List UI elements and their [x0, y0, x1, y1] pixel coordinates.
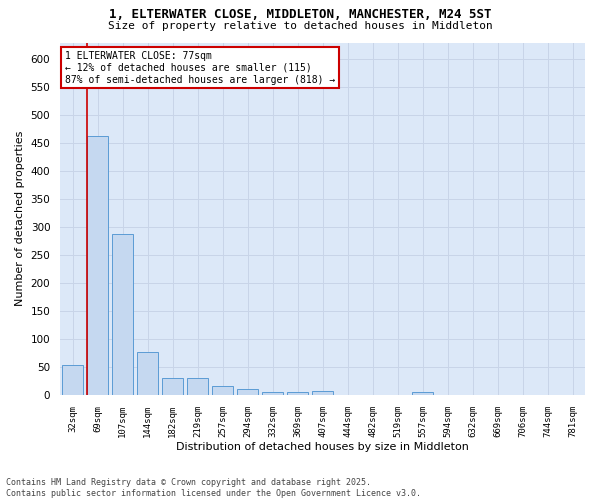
Bar — [262, 392, 283, 395]
Bar — [162, 378, 183, 395]
Text: Contains HM Land Registry data © Crown copyright and database right 2025.
Contai: Contains HM Land Registry data © Crown c… — [6, 478, 421, 498]
Bar — [312, 391, 333, 395]
Bar — [237, 390, 258, 395]
Bar — [137, 352, 158, 395]
Bar — [187, 378, 208, 395]
Bar — [412, 392, 433, 395]
Y-axis label: Number of detached properties: Number of detached properties — [15, 131, 25, 306]
Bar — [62, 366, 83, 395]
Text: 1 ELTERWATER CLOSE: 77sqm
← 12% of detached houses are smaller (115)
87% of semi: 1 ELTERWATER CLOSE: 77sqm ← 12% of detac… — [65, 52, 335, 84]
Bar — [287, 392, 308, 395]
X-axis label: Distribution of detached houses by size in Middleton: Distribution of detached houses by size … — [176, 442, 469, 452]
Bar — [112, 234, 133, 395]
Bar — [87, 136, 108, 395]
Text: 1, ELTERWATER CLOSE, MIDDLETON, MANCHESTER, M24 5ST: 1, ELTERWATER CLOSE, MIDDLETON, MANCHEST… — [109, 8, 491, 20]
Bar — [212, 386, 233, 395]
Text: Size of property relative to detached houses in Middleton: Size of property relative to detached ho… — [107, 21, 493, 31]
